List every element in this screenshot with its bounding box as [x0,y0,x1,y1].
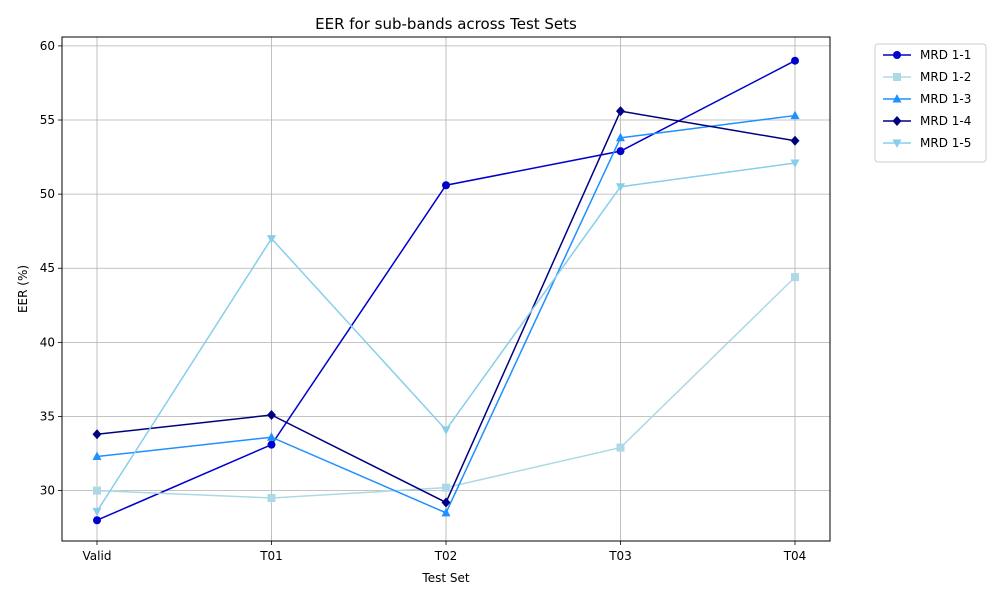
data-point [616,106,625,117]
legend-label: MRD 1-2 [920,70,971,84]
data-point [441,497,451,508]
legend-item: MRD 1-3 [883,92,971,106]
data-point [616,147,625,156]
chart-title: EER for sub-bands across Test Sets [315,15,577,33]
x-tick-label: T01 [259,549,283,563]
y-tick-label: 55 [40,113,55,127]
data-point [616,183,625,192]
data-point [791,273,799,282]
legend-label: MRD 1-5 [920,136,971,150]
data-point [92,429,102,440]
data-point [267,432,276,441]
legend-label: MRD 1-3 [920,92,971,106]
series-4 [92,106,800,508]
data-point [93,516,101,525]
data-point [790,135,800,146]
data-point [93,486,101,495]
data-point [267,440,276,449]
data-point [791,56,799,65]
y-tick-label: 50 [40,187,55,201]
data-point [442,483,450,492]
y-tick-label: 30 [40,484,55,498]
legend: MRD 1-1 MRD 1-2 MRD 1-3 MRD 1-4 MRD 1-5 [874,43,987,163]
y-axis-label: EER (%) [16,265,30,313]
data-point [790,110,800,120]
y-tick-label: 60 [40,39,55,53]
legend-frame [874,43,987,163]
data-point [441,426,451,435]
data-point [441,507,451,517]
y-tick-label: 40 [40,335,55,349]
legend-marker [892,116,902,126]
data-point [92,451,102,461]
data-point [92,507,102,517]
legend-marker [892,139,902,148]
data-point [267,494,276,503]
y-tick-label: 45 [40,261,55,275]
data-point [267,235,276,244]
legend-label: MRD 1-1 [920,48,971,62]
legend-item: MRD 1-1 [883,48,971,62]
data-point [267,410,276,420]
x-axis-label: Test Set [421,571,469,585]
legend-item: MRD 1-2 [883,70,971,84]
series-layer [92,56,800,525]
legend-marker [893,51,901,59]
x-tick-label: T02 [434,549,458,563]
legend-marker [892,94,902,103]
x-tick-label: T03 [608,549,632,563]
data-point [616,443,625,452]
grid-lines [62,37,830,541]
x-tick-label: T04 [783,549,807,563]
legend-item: MRD 1-4 [883,114,971,128]
legend-label: MRD 1-4 [920,114,971,128]
legend-marker [893,73,901,81]
x-tick-label: Valid [83,549,112,563]
y-tick-label: 35 [40,409,55,423]
legend-item: MRD 1-5 [883,136,971,150]
series-2 [93,273,799,503]
x-axis-ticks: Valid T01 T02 T03 T04 [83,541,807,563]
data-point [442,181,450,190]
series-5 [92,159,800,517]
data-point [790,159,800,168]
series-3 [92,110,800,517]
y-axis-ticks: 30 35 40 45 50 55 60 [40,39,62,498]
data-point [616,132,625,142]
